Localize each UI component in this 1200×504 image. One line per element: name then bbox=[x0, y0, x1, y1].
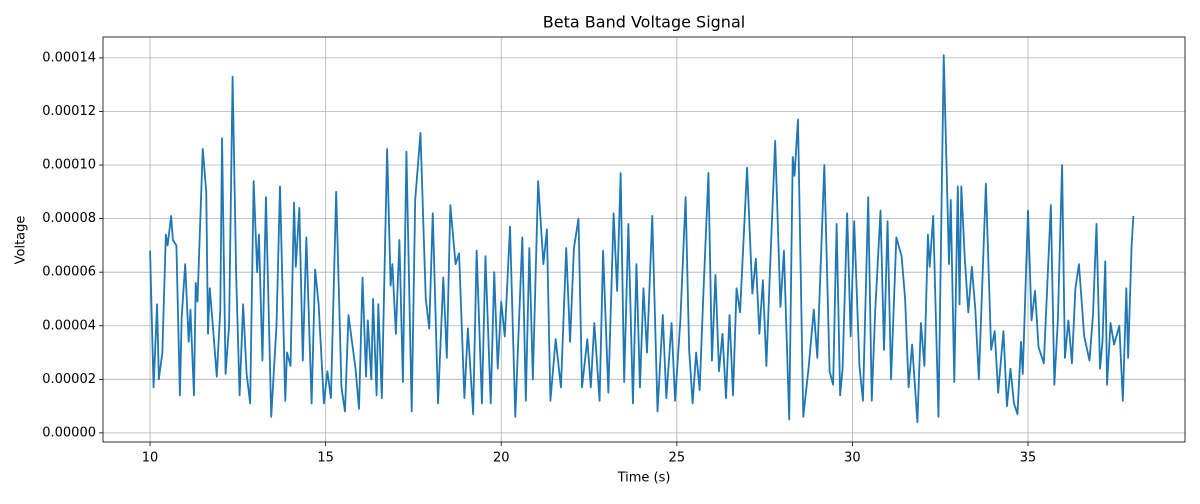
y-tick-label: 0.00012 bbox=[42, 104, 96, 119]
x-axis-label: Time (s) bbox=[617, 471, 671, 486]
signal-line bbox=[149, 54, 1135, 424]
y-tick-label: 0.00000 bbox=[42, 425, 96, 440]
y-tick-label: 0.00004 bbox=[42, 318, 96, 333]
x-tick-label: 10 bbox=[142, 451, 159, 466]
x-tick-label: 30 bbox=[844, 451, 861, 466]
y-tick-label: 0.00014 bbox=[42, 50, 96, 65]
plot-frame bbox=[102, 36, 1186, 443]
y-tick-label: 0.00002 bbox=[42, 372, 96, 387]
x-tick-label: 20 bbox=[493, 451, 510, 466]
x-tick-label: 25 bbox=[669, 451, 686, 466]
x-tick-label: 15 bbox=[317, 451, 334, 466]
chart-title: Beta Band Voltage Signal bbox=[543, 13, 745, 32]
y-tick-label: 0.00010 bbox=[42, 158, 96, 173]
x-tick-label: 35 bbox=[1020, 451, 1037, 466]
y-tick-label: 0.00008 bbox=[42, 211, 96, 226]
y-axis-label: Voltage bbox=[14, 216, 29, 265]
y-tick-label: 0.00006 bbox=[42, 265, 96, 280]
